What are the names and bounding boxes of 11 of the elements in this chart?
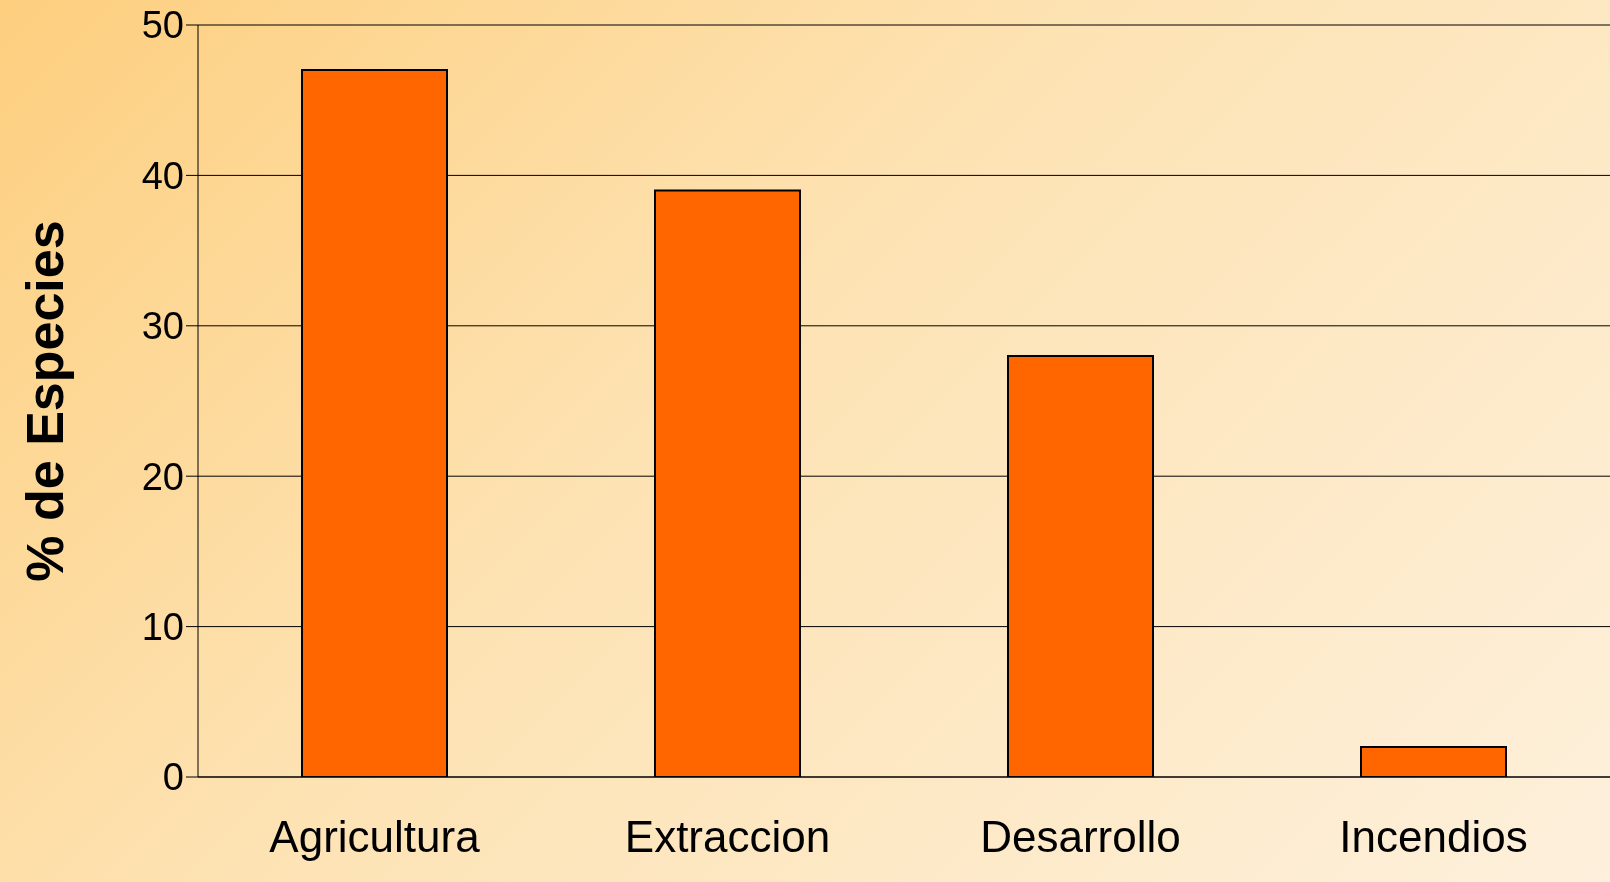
x-tick-label: Incendios [1339, 812, 1528, 862]
y-tick-label: 30 [141, 305, 184, 348]
x-tick-label: Desarrollo [980, 812, 1181, 862]
y-tick-label: 20 [141, 455, 184, 498]
x-tick-label: Agricultura [269, 812, 481, 862]
x-tick-label: Extraccion [624, 812, 831, 862]
y-tick-label: 0 [162, 756, 184, 799]
y-tick-label: 40 [141, 154, 184, 197]
y-axis-title: % de Especies [16, 220, 75, 582]
y-tick-label: 50 [141, 4, 184, 47]
y-tick-label: 10 [141, 606, 184, 649]
